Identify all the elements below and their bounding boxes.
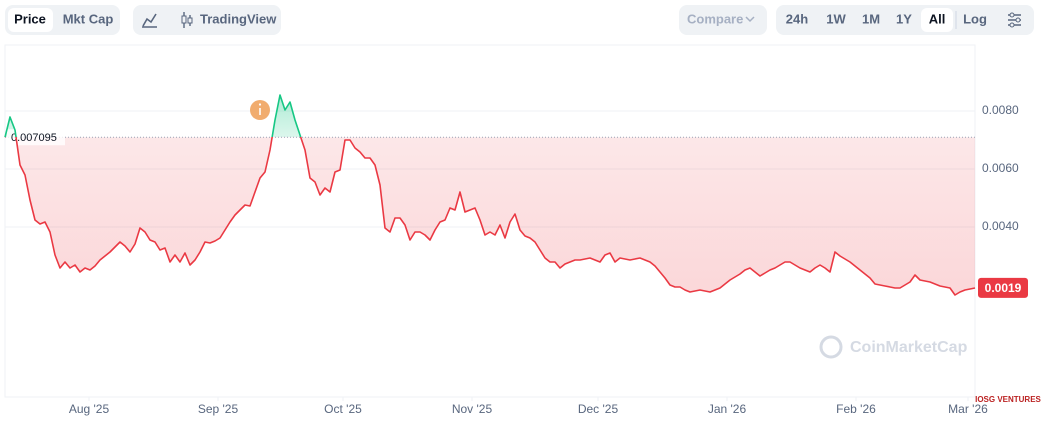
x-tick-label: Jan '26 bbox=[708, 402, 747, 416]
range-button[interactable]: 1Y bbox=[896, 11, 912, 26]
watermark-logo bbox=[819, 335, 843, 359]
candle-icon-body bbox=[187, 17, 193, 24]
view-group bbox=[133, 5, 281, 35]
price-line bbox=[4, 94, 976, 296]
area bbox=[5, 95, 975, 295]
candle-icon-body bbox=[181, 15, 187, 24]
settings-knob bbox=[1015, 17, 1021, 23]
range-button[interactable]: All bbox=[929, 11, 946, 26]
compare-button[interactable]: Compare bbox=[687, 11, 743, 26]
badge: IOSG VENTURES bbox=[975, 395, 1041, 404]
range-active bbox=[921, 8, 953, 32]
watermark: CoinMarketCap bbox=[850, 339, 968, 356]
y-tick-label: 0.0040 bbox=[982, 219, 1019, 233]
x-tick-label: Feb '26 bbox=[836, 402, 876, 416]
x-tick-label: Oct '25 bbox=[324, 402, 362, 416]
y-tick-label: 0.0060 bbox=[982, 161, 1019, 175]
line-icon[interactable] bbox=[142, 13, 157, 28]
settings-knob bbox=[1009, 22, 1015, 28]
x-tick-label: Dec '25 bbox=[578, 402, 619, 416]
tab[interactable]: Mkt Cap bbox=[63, 11, 114, 26]
reference-label: 0.007095 bbox=[11, 132, 57, 144]
chevron bbox=[745, 16, 755, 23]
tab-active[interactable] bbox=[8, 8, 53, 32]
price-label: 0.0019 bbox=[985, 281, 1022, 295]
reference-label-bg bbox=[7, 129, 65, 146]
compare-button-bg bbox=[679, 5, 767, 35]
tab[interactable]: Price bbox=[14, 11, 46, 26]
range-button[interactable]: 24h bbox=[786, 11, 808, 26]
range-group bbox=[776, 5, 1034, 35]
x-tick-label: Nov '25 bbox=[452, 402, 493, 416]
range-button[interactable]: 1W bbox=[826, 11, 846, 26]
event-marker-glyph bbox=[258, 103, 262, 106]
x-tick-label: Sep '25 bbox=[198, 402, 239, 416]
price-label-bg bbox=[978, 277, 1028, 298]
x-tick-label: Mar '26 bbox=[948, 402, 988, 416]
log-button[interactable]: Log bbox=[963, 11, 987, 26]
settings-knob bbox=[1009, 12, 1015, 18]
view-button[interactable]: TradingView bbox=[200, 11, 277, 26]
x-tick-label: Aug '25 bbox=[69, 402, 110, 416]
range-button[interactable]: 1M bbox=[862, 11, 880, 26]
y-tick-label: 0.0080 bbox=[982, 103, 1019, 117]
